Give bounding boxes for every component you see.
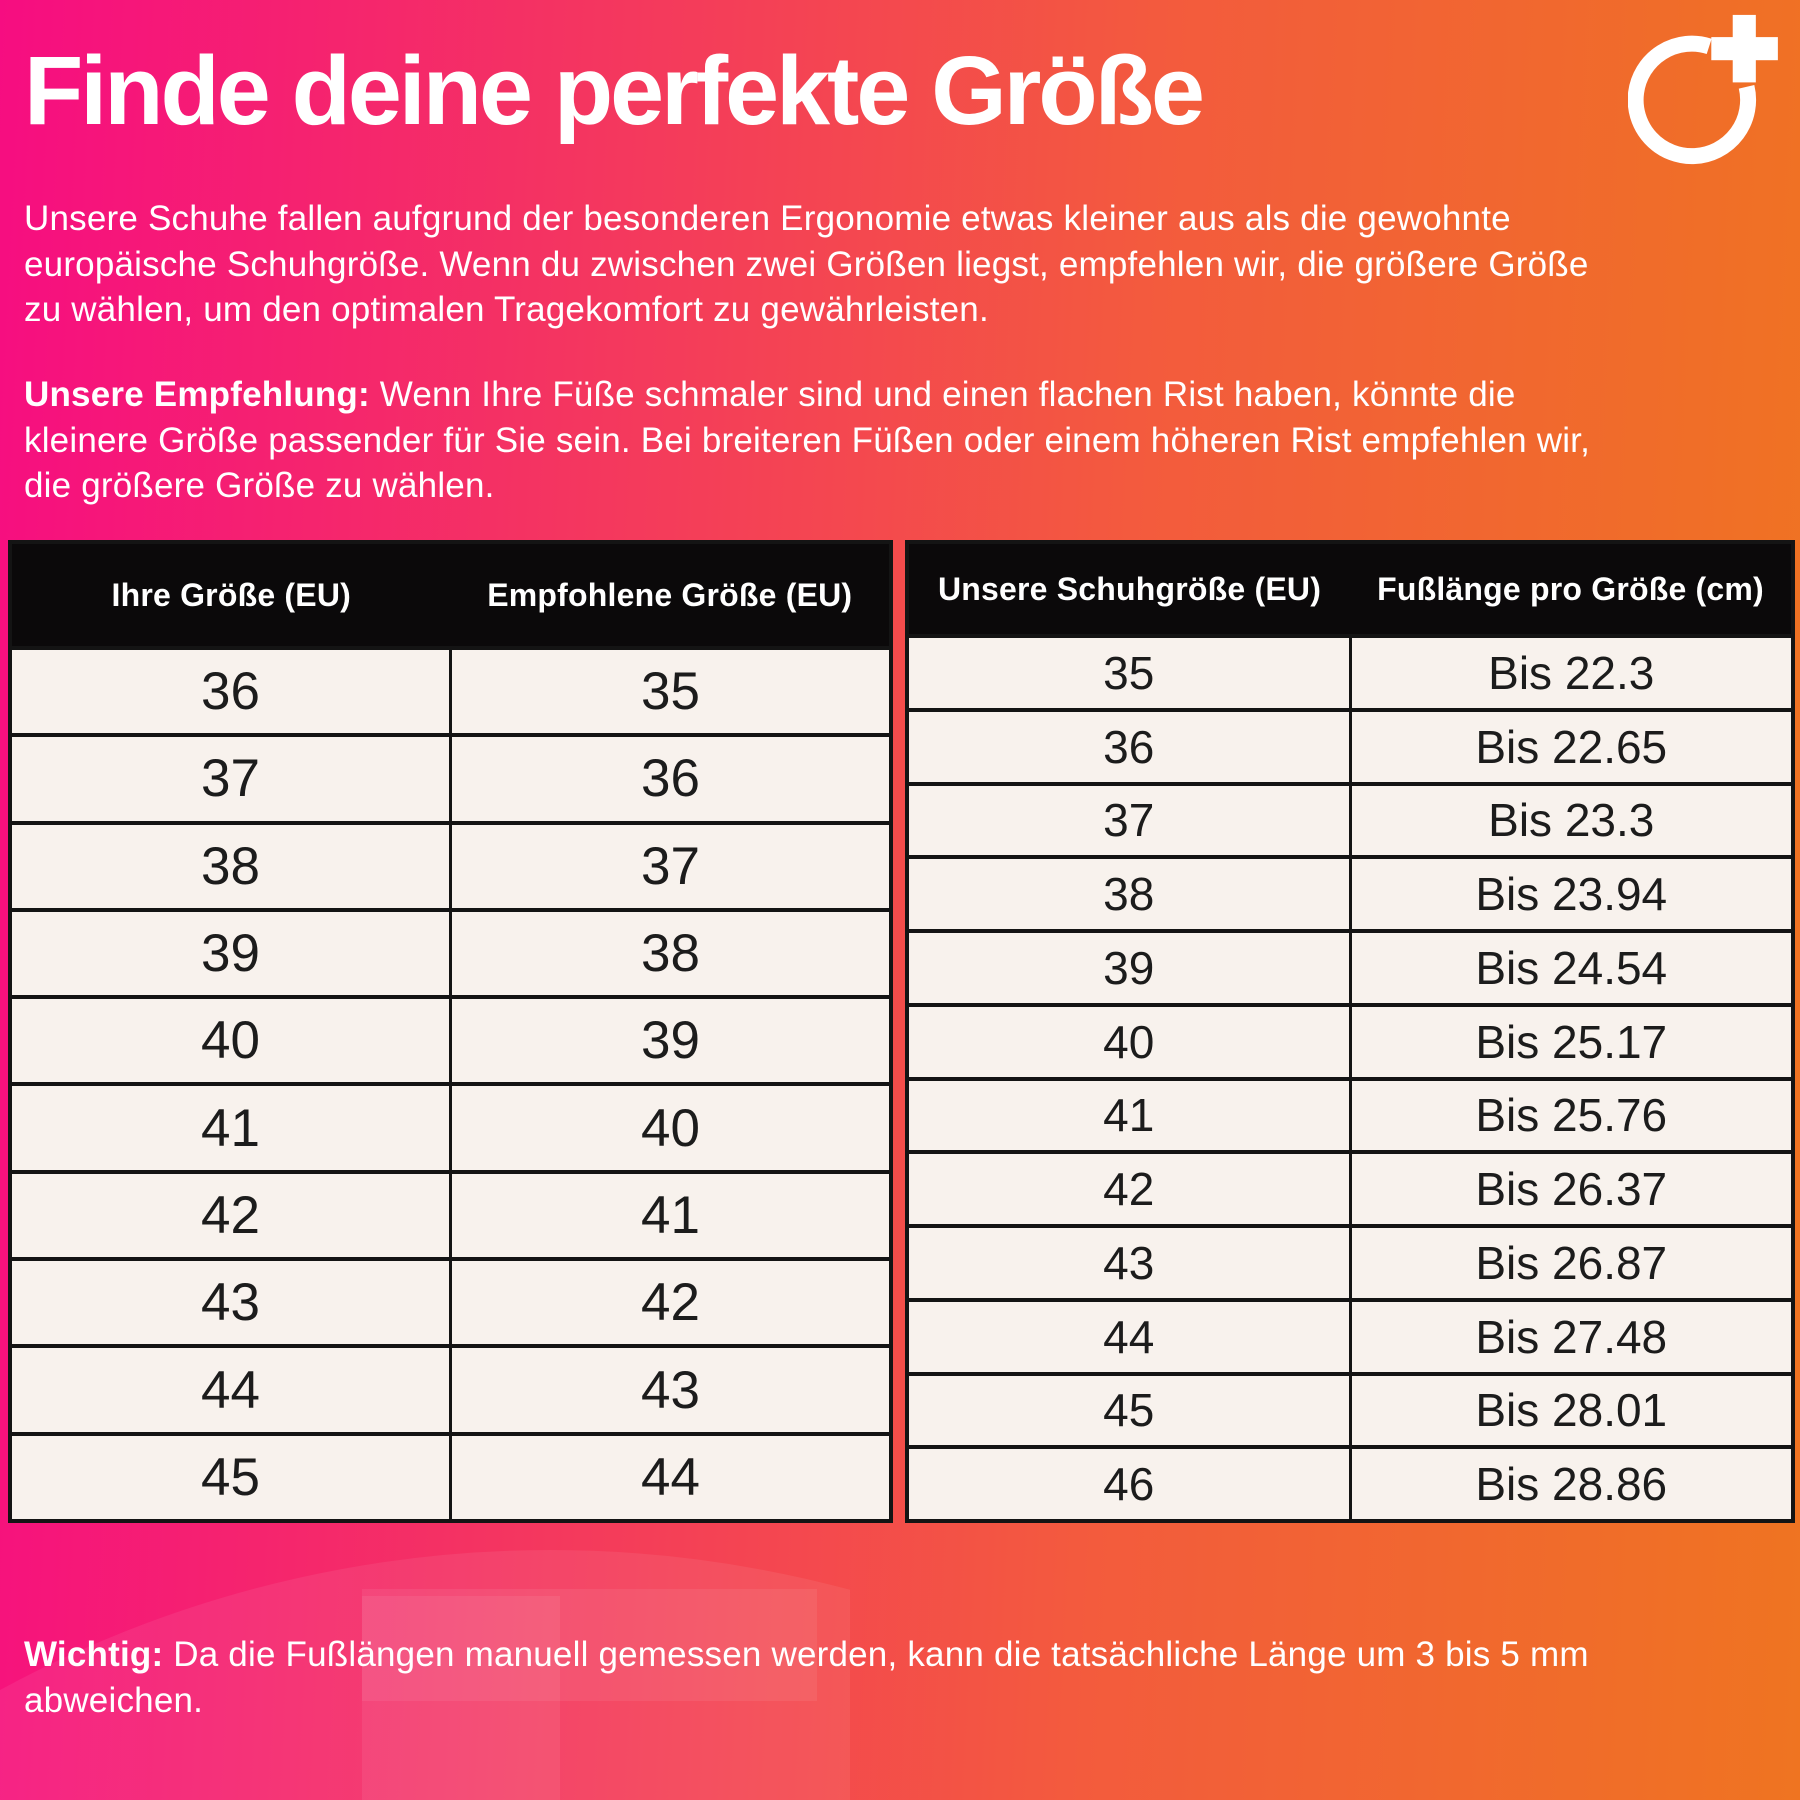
footer-lead: Wichtig: [24,1635,164,1674]
table-row: 36 Bis 22.65 [909,707,1792,782]
size-cell: Bis 27.48 [1348,1301,1792,1372]
foot-length-table: Unsere Schuhgröße (EU) Fußlänge pro Größe… [905,540,1795,1523]
size-cell: Bis 22.65 [1348,711,1792,782]
size-cell: 35 [449,650,889,734]
size-cell: 39 [1103,941,1155,994]
size-cell: Bis 26.87 [1348,1228,1792,1298]
table-row: 38 Bis 23.94 [909,855,1791,929]
table-row: 42 41 [12,1169,889,1258]
size-cell: Bis 25.17 [1348,1006,1792,1077]
column-header: Fußlänge pro Größe (cm) [1377,570,1764,607]
table-row: 41 40 [12,1082,889,1170]
table-row: 42 Bis 26.37 [909,1150,1791,1224]
recommendation-lead: Unsere Empfehlung: [24,375,370,414]
size-cell: 36 [1103,720,1155,773]
size-cell: 37 [449,824,889,908]
size-cell: 44 [1103,1310,1155,1363]
size-cell: 39 [449,999,889,1083]
size-cell: Bis 23.94 [1348,859,1792,929]
size-cell: 36 [201,662,260,722]
size-cell: Bis 26.37 [1348,1154,1792,1224]
page-title: Finde deine perfekte Größe [24,36,1205,145]
size-cell: 41 [449,1173,889,1258]
table-row: 39 38 [12,907,889,996]
table-row: 45 Bis 28.01 [909,1371,1792,1446]
size-cell: 35 [1103,646,1155,699]
recommendation-paragraph: Unsere Empfehlung: Wenn Ihre Füße schmal… [24,372,1614,509]
footer-note: Wichtig: Da die Fußlängen manuell gemess… [24,1632,1614,1723]
table-row: 38 37 [12,820,889,908]
size-cell: 37 [201,749,260,809]
recommendation-text: Wenn Ihre Füße schmaler sind und einen f… [24,375,1591,505]
size-cell: 37 [1103,794,1155,847]
size-cell: 41 [1103,1089,1155,1142]
size-cell: Bis 25.76 [1348,1080,1792,1151]
table-row: 44 43 [12,1344,889,1432]
brand-logo-icon [1628,14,1778,165]
table-row: 44 Bis 27.48 [909,1297,1792,1372]
size-cell: Bis 22.3 [1348,638,1792,708]
size-cell: 43 [449,1348,889,1432]
size-cell: 40 [201,1011,260,1071]
table-row: 35 Bis 22.3 [909,634,1791,708]
table-row: 46 Bis 28.86 [909,1445,1791,1519]
size-cell: 43 [1103,1236,1155,1289]
table-row: 37 36 [12,733,889,821]
column-header: Empfohlene Größe (EU) [487,576,853,613]
size-cell: Bis 28.86 [1348,1449,1792,1519]
size-cell: 38 [1103,868,1155,921]
size-cell: 45 [201,1447,260,1507]
size-cell: 45 [1103,1384,1155,1437]
table-row: 43 Bis 26.87 [909,1224,1791,1298]
table-row: 43 42 [12,1257,889,1345]
size-cell: 40 [1103,1015,1155,1068]
size-cell: 39 [201,924,260,984]
size-cell: 43 [201,1273,260,1333]
footer-text: Da die Fußlängen manuell gemessen werden… [24,1635,1589,1720]
size-cell: 42 [1103,1163,1155,1216]
table-row: 40 Bis 25.17 [909,1002,1792,1077]
size-cell: Bis 24.54 [1348,933,1792,1003]
size-cell: 44 [201,1360,260,1420]
table-header-row: Ihre Größe (EU) Empfohlene Größe (EU) [12,544,889,646]
intro-paragraph: Unsere Schuhe fallen aufgrund der besond… [24,199,1589,329]
table-row: 41 Bis 25.76 [909,1076,1792,1151]
table-row: 40 39 [12,995,889,1083]
column-header: Unsere Schuhgröße (EU) [937,570,1322,607]
size-cell: 46 [1103,1458,1155,1511]
size-cell: Bis 23.3 [1348,785,1792,856]
table-row: 39 Bis 24.54 [909,929,1791,1003]
size-cell: 40 [449,1086,889,1170]
table-row: 37 Bis 23.3 [909,781,1792,856]
column-header: Ihre Größe (EU) [111,576,351,613]
table-header-row: Unsere Schuhgröße (EU) Fußlänge pro Größe… [909,544,1791,634]
table-row: 36 35 [12,646,889,734]
size-cell: 38 [201,836,260,896]
size-cell: 38 [449,911,889,996]
size-cell: 41 [201,1098,260,1158]
size-cell: 42 [201,1185,260,1245]
size-cell: Bis 28.01 [1348,1375,1792,1446]
size-cell: 36 [449,737,889,821]
size-cell: 44 [449,1435,889,1519]
size-conversion-table: Ihre Größe (EU) Empfohlene Größe (EU) 36 35… [8,540,893,1523]
size-cell: 42 [449,1261,889,1345]
table-row: 45 44 [12,1431,889,1519]
